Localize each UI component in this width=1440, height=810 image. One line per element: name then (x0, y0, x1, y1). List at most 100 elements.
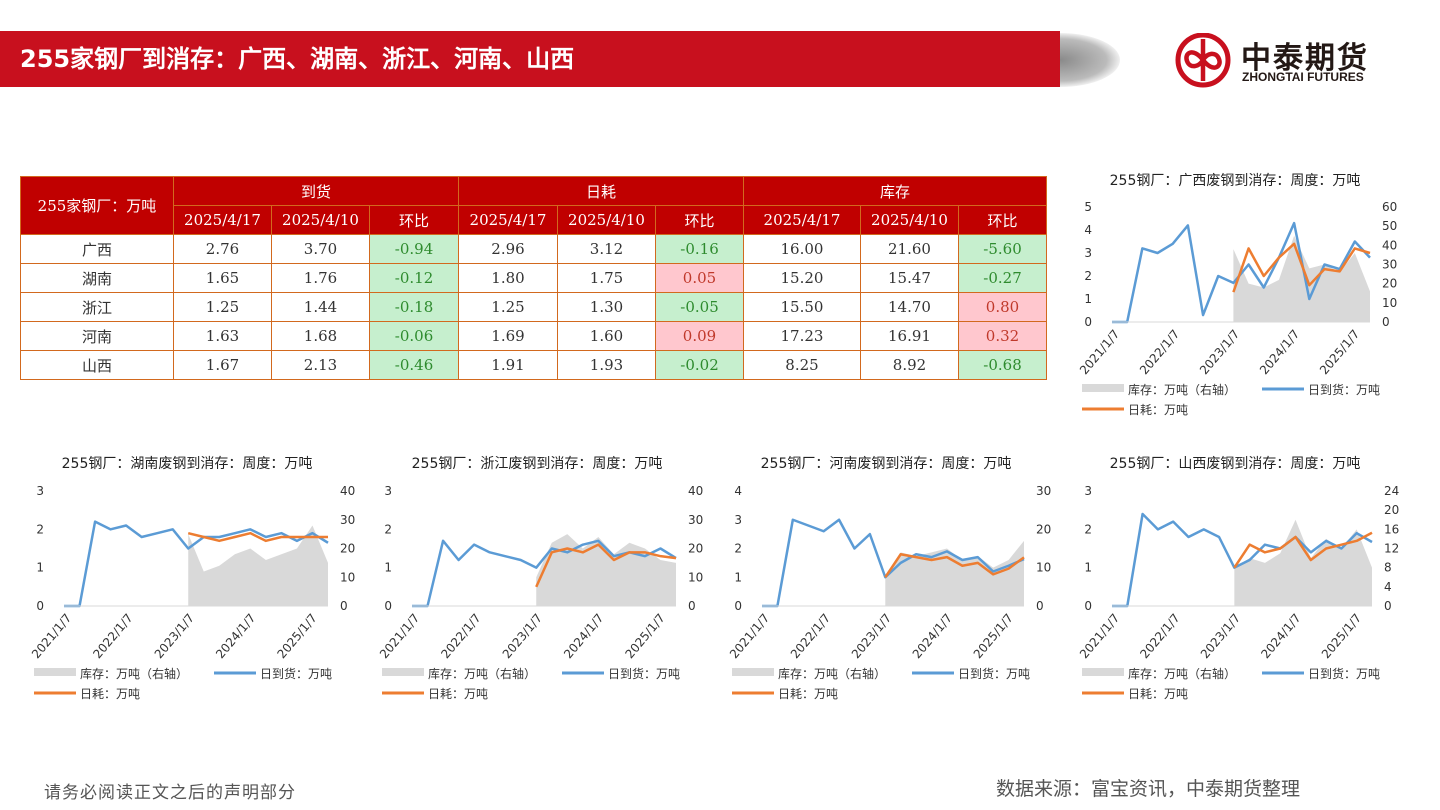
x-tick-label: 2022/1/7 (788, 611, 833, 661)
y2-tick-label: 24 (1384, 484, 1399, 498)
chart-title: 255钢厂：广西废钢到消存：周度：万吨 (1109, 173, 1361, 189)
legend-label: 库存：万吨（右轴） (778, 666, 886, 681)
value-cell: 15.20 (743, 263, 861, 293)
change-cell: -0.94 (369, 234, 459, 264)
legend-label: 库存：万吨（右轴） (1128, 666, 1236, 681)
y2-tick-label: 0 (1036, 599, 1044, 613)
y-tick-label: 3 (36, 484, 44, 498)
value-cell: 3.70 (271, 234, 370, 264)
region-cell: 山西 (20, 350, 174, 380)
change-cell: 0.80 (958, 292, 1047, 322)
chart-title: 255钢厂：浙江废钢到消存：周度：万吨 (411, 456, 663, 472)
value-cell: 1.25 (173, 292, 272, 322)
table-corner-header: 255家钢厂：万吨 (20, 176, 174, 235)
y-tick-label: 2 (1084, 269, 1092, 283)
subheader-date: 2025/4/17 (743, 205, 861, 235)
chart-3: 0 1 2 3 4 0 10 20 30 2021/1/7 2022/1/7 2023/1/7 2024… (727, 484, 1051, 701)
x-tick-label: 2025/1/7 (1319, 611, 1364, 661)
value-cell: 2.13 (271, 350, 370, 380)
consumption-line (1232, 242, 1371, 293)
consumption-line (1233, 531, 1373, 569)
value-cell: 1.30 (557, 292, 656, 322)
value-cell: 1.93 (557, 350, 656, 380)
y2-tick-label: 10 (1382, 296, 1397, 310)
x-tick-label: 2025/1/7 (971, 611, 1016, 661)
legend-label: 库存：万吨（右轴） (428, 666, 536, 681)
change-cell: -0.27 (958, 263, 1047, 293)
change-cell: -5.60 (958, 234, 1047, 264)
value-cell: 8.25 (743, 350, 861, 380)
value-cell: 1.25 (458, 292, 558, 322)
subheader-date: 2025/4/10 (271, 205, 370, 235)
y-tick-label: 3 (1084, 484, 1092, 498)
subheader-change: 环比 (655, 205, 744, 235)
value-cell: 14.70 (860, 292, 959, 322)
region-cell: 湖南 (20, 263, 174, 293)
group-header-stock: 库存 (743, 176, 1047, 206)
y-tick-label: 5 (1084, 200, 1092, 214)
subheader-date: 2025/4/10 (860, 205, 959, 235)
change-cell: -0.06 (369, 321, 459, 351)
y2-tick-label: 10 (688, 570, 703, 584)
y-tick-label: 3 (384, 484, 392, 498)
value-cell: 17.23 (743, 321, 861, 351)
subheader-date: 2025/4/17 (173, 205, 272, 235)
legend-label: 日到货：万吨 (608, 666, 680, 681)
value-cell: 3.12 (557, 234, 656, 264)
change-cell: -0.16 (655, 234, 744, 264)
change-cell: -0.12 (369, 263, 459, 293)
y2-tick-label: 0 (1384, 599, 1392, 613)
data-source: 数据来源：富宝资讯，中泰期货整理 (996, 778, 1301, 800)
y-tick-label: 0 (36, 599, 44, 613)
consumption-line (884, 553, 1025, 578)
change-cell: -0.46 (369, 350, 459, 380)
stock-area (188, 525, 328, 606)
table-row: 广西 2.76 3.70 -0.94 2.96 3.12 -0.16 16.00 21.60 -5… (20, 234, 1047, 264)
y2-tick-label: 30 (340, 513, 355, 527)
y2-tick-label: 40 (688, 484, 703, 498)
legend-swatch (1082, 384, 1124, 392)
y-tick-label: 2 (734, 542, 742, 556)
legend-label: 日耗：万吨 (1128, 687, 1188, 701)
x-tick-label: 2025/1/7 (623, 611, 668, 661)
y2-tick-label: 20 (1382, 277, 1397, 291)
value-cell: 21.60 (860, 234, 959, 264)
y2-tick-label: 0 (340, 599, 348, 613)
table-row: 山西 1.67 2.13 -0.46 1.91 1.93 -0.02 8.25 8.92 -0.6… (20, 350, 1047, 380)
value-cell: 1.91 (458, 350, 558, 380)
change-cell: -0.68 (958, 350, 1047, 380)
y-tick-label: 0 (1084, 315, 1092, 329)
table-row: 湖南 1.65 1.76 -0.12 1.80 1.75 0.05 15.20 15.47 -0.… (20, 263, 1047, 293)
x-tick-label: 2021/1/7 (1077, 327, 1122, 377)
y-tick-label: 2 (1084, 522, 1092, 536)
x-tick-label: 2021/1/7 (29, 611, 74, 661)
legend-label: 库存：万吨（右轴） (80, 666, 188, 681)
value-cell: 1.65 (173, 263, 272, 293)
y-tick-label: 0 (1084, 599, 1092, 613)
value-cell: 1.69 (458, 321, 558, 351)
logo-text-cn: 中泰期货 (1241, 41, 1369, 76)
y-tick-label: 0 (734, 599, 742, 613)
page-title: 255家钢厂到消存：广西、湖南、浙江、河南、山西 (0, 31, 1060, 87)
stock-area (1234, 519, 1372, 606)
chart-title: 255钢厂：山西废钢到消存：周度：万吨 (1109, 456, 1361, 472)
group-header-consumption: 日耗 (458, 176, 744, 206)
y-tick-label: 4 (734, 484, 742, 498)
legend-swatch (1082, 668, 1124, 676)
region-cell: 河南 (20, 321, 174, 351)
arrival-line (64, 520, 329, 608)
logo-text-en: ZHONGTAI FUTURES (1242, 70, 1364, 84)
arrival-line (762, 518, 1025, 608)
y2-tick-label: 40 (1382, 238, 1397, 252)
y2-tick-label: 10 (340, 570, 355, 584)
x-tick-label: 2022/1/7 (438, 611, 483, 661)
value-cell: 1.67 (173, 350, 272, 380)
x-tick-label: 2022/1/7 (1137, 327, 1182, 377)
x-tick-label: 2023/1/7 (500, 611, 545, 661)
value-cell: 1.75 (557, 263, 656, 293)
legend-swatch (34, 668, 76, 676)
x-tick-label: 2024/1/7 (1258, 611, 1303, 661)
